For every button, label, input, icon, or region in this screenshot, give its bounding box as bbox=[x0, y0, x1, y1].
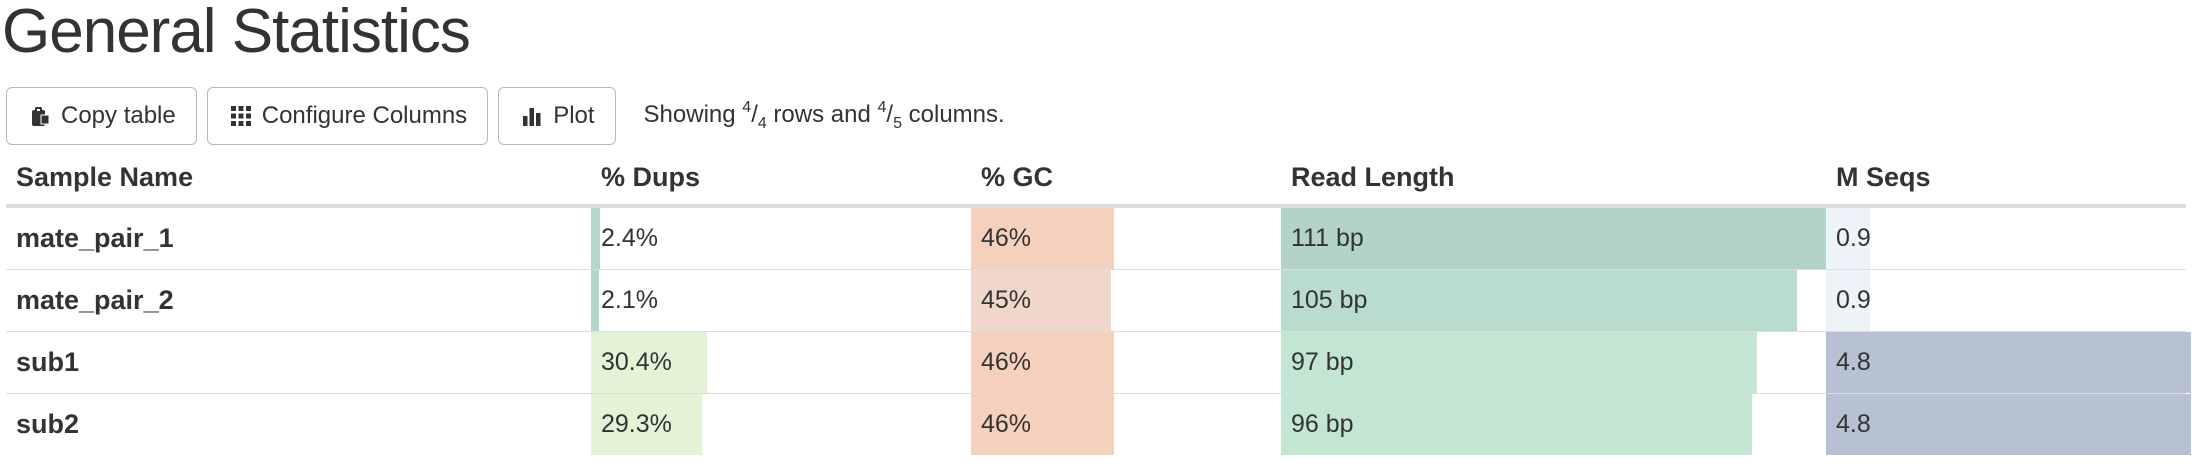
table-row: sub2 29.3% 46% 96 bp 4.8 bbox=[6, 393, 2191, 455]
column-header-read-length[interactable]: Read Length bbox=[1281, 150, 1826, 208]
m-seqs-cell: 4.8 bbox=[1826, 331, 2191, 394]
sample-name-cell: mate_pair_2 bbox=[6, 269, 591, 332]
table-row: mate_pair_1 2.4% 46% 111 bp 0.9 bbox=[6, 205, 2186, 270]
dups-bar bbox=[591, 394, 702, 455]
gc-cell: 46% bbox=[971, 393, 1281, 455]
read-length-cell: 105 bp bbox=[1281, 269, 1826, 332]
dups-value: 29.3% bbox=[601, 410, 672, 438]
gc-cell: 45% bbox=[971, 269, 1281, 332]
column-header-m-seqs[interactable]: M Seqs bbox=[1826, 150, 2186, 208]
plot-button[interactable]: Plot bbox=[498, 87, 616, 145]
dups-cell: 30.4% bbox=[591, 331, 971, 394]
m-seqs-value: 0.9 bbox=[1836, 224, 1871, 252]
page-title: General Statistics bbox=[2, 0, 471, 66]
read-length-bar bbox=[1281, 332, 1757, 393]
table-row: sub1 30.4% 46% 97 bp 4.8 bbox=[6, 331, 2191, 394]
dups-bar bbox=[591, 332, 707, 393]
read-length-value: 96 bp bbox=[1291, 410, 1354, 438]
read-length-value: 105 bp bbox=[1291, 286, 1368, 314]
dups-cell: 2.1% bbox=[591, 269, 971, 332]
dups-bar bbox=[591, 270, 599, 331]
rows-columns-summary: Showing 4/4 rows and 4/5 columns. bbox=[643, 99, 1005, 132]
sample-name-cell: sub1 bbox=[6, 331, 591, 394]
read-length-value: 97 bp bbox=[1291, 348, 1354, 376]
gc-bar bbox=[971, 208, 1114, 269]
m-seqs-cell: 0.9 bbox=[1826, 205, 2186, 270]
table-body: mate_pair_1 2.4% 46% 111 bp 0.9 mate_pai… bbox=[6, 205, 2191, 455]
copy-table-button[interactable]: Copy table bbox=[6, 87, 197, 145]
m-seqs-cell: 0.9 bbox=[1826, 269, 2186, 332]
dups-value: 30.4% bbox=[601, 348, 672, 376]
m-seqs-value: 4.8 bbox=[1836, 410, 1871, 438]
read-length-bar bbox=[1281, 208, 1826, 269]
configure-columns-label: Configure Columns bbox=[261, 102, 468, 129]
gc-cell: 46% bbox=[971, 205, 1281, 270]
gc-value: 46% bbox=[981, 410, 1032, 438]
dups-value: 2.4% bbox=[601, 224, 658, 252]
gc-cell: 46% bbox=[971, 331, 1281, 394]
m-seqs-bar bbox=[1826, 208, 1870, 269]
copy-table-label: Copy table bbox=[61, 102, 176, 129]
gc-value: 46% bbox=[981, 348, 1032, 376]
m-seqs-bar bbox=[1826, 332, 2191, 393]
gc-bar bbox=[971, 332, 1114, 393]
column-header-sample-name[interactable]: Sample Name bbox=[6, 150, 591, 208]
gc-bar bbox=[971, 394, 1114, 455]
clipboard-icon bbox=[29, 105, 51, 127]
dups-bar bbox=[591, 208, 600, 269]
read-length-value: 111 bp bbox=[1291, 224, 1364, 252]
table-row: mate_pair_2 2.1% 45% 105 bp 0.9 bbox=[6, 269, 2186, 332]
column-header-gc[interactable]: % GC bbox=[971, 150, 1281, 208]
m-seqs-bar bbox=[1826, 270, 1870, 331]
general-stats-table: Sample Name % Dups % GC Read Length M Se… bbox=[6, 150, 2191, 455]
sample-name-cell: mate_pair_1 bbox=[6, 205, 591, 270]
read-length-cell: 111 bp bbox=[1281, 205, 1826, 270]
table-toolbar: Copy table Configure Columns Plot bbox=[6, 86, 1005, 146]
dups-cell: 2.4% bbox=[591, 205, 971, 270]
m-seqs-bar bbox=[1826, 394, 2191, 455]
grid-icon bbox=[230, 105, 252, 127]
gc-value: 46% bbox=[981, 224, 1032, 252]
sample-name-cell: sub2 bbox=[6, 393, 591, 455]
m-seqs-value: 0.9 bbox=[1836, 286, 1871, 314]
dups-value: 2.1% bbox=[601, 286, 658, 314]
read-length-cell: 97 bp bbox=[1281, 331, 1826, 394]
read-length-cell: 96 bp bbox=[1281, 393, 1826, 455]
m-seqs-cell: 4.8 bbox=[1826, 393, 2191, 455]
gc-bar bbox=[971, 270, 1111, 331]
configure-columns-button[interactable]: Configure Columns bbox=[206, 87, 489, 145]
table-header-row: Sample Name % Dups % GC Read Length M Se… bbox=[6, 150, 2186, 208]
bar-chart-icon bbox=[521, 105, 543, 127]
gc-value: 45% bbox=[981, 286, 1032, 314]
m-seqs-value: 4.8 bbox=[1836, 348, 1871, 376]
read-length-bar bbox=[1281, 394, 1752, 455]
dups-cell: 29.3% bbox=[591, 393, 971, 455]
column-header-dups[interactable]: % Dups bbox=[591, 150, 971, 208]
plot-label: Plot bbox=[553, 102, 595, 129]
read-length-bar bbox=[1281, 270, 1797, 331]
